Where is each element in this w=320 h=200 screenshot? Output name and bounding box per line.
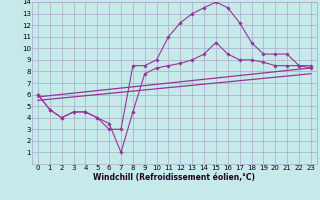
X-axis label: Windchill (Refroidissement éolien,°C): Windchill (Refroidissement éolien,°C) — [93, 172, 255, 182]
